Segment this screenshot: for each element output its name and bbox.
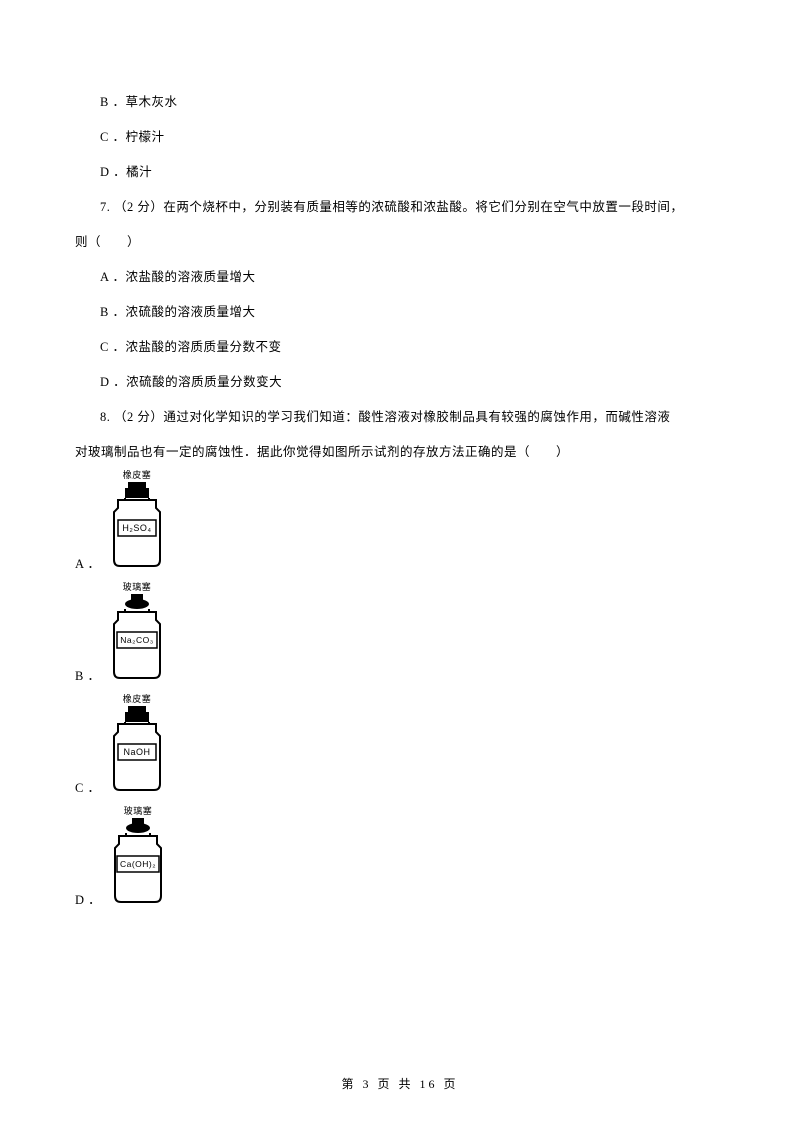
stopper-label-c: 橡皮塞 — [123, 694, 152, 704]
stopper-label-d: 玻璃塞 — [124, 806, 153, 816]
bottle-icon-d: 玻璃塞 Ca(OH)₂ — [107, 806, 169, 906]
q8-option-b-label: B ． — [75, 670, 100, 683]
page-content: B ．草木灰水 C ．柠檬汁 D ．橘汁 7. （2 分）在两个烧杯中，分别装有… — [0, 0, 800, 958]
chem-label-c: NaOH — [124, 747, 151, 757]
bottle-icon-b: 玻璃塞 Na₂CO₃ — [106, 582, 168, 682]
footer-mid: 页 共 — [371, 1077, 419, 1091]
q8-stem-line2: 对玻璃制品也有一定的腐蚀性．据此你觉得如图所示试剂的存放方法正确的是（ ） — [75, 435, 725, 470]
stopper-label-b: 玻璃塞 — [123, 582, 152, 592]
q7-option-c: C ．浓盐酸的溶质质量分数不变 — [75, 330, 725, 365]
q6-option-c: C ．柠檬汁 — [75, 120, 725, 155]
footer-prefix: 第 — [341, 1077, 362, 1091]
chem-label-d: Ca(OH)₂ — [120, 859, 156, 869]
stopper-label-a: 橡皮塞 — [123, 470, 152, 480]
q8-option-a-row: A ． 橡皮塞 H₂SO₄ — [75, 470, 725, 570]
q8-option-c-label: C ． — [75, 782, 100, 795]
q6-option-b: B ．草木灰水 — [75, 85, 725, 120]
q7-stem-line1: 7. （2 分）在两个烧杯中，分别装有质量相等的浓硫酸和浓盐酸。将它们分别在空气… — [75, 190, 725, 225]
q8-option-b-row: B ． 玻璃塞 Na₂CO₃ — [75, 582, 725, 682]
q8-option-c-row: C ． 橡皮塞 NaOH — [75, 694, 725, 794]
q7-stem-line2: 则（ ） — [75, 225, 725, 260]
q8-option-d-row: D ． 玻璃塞 Ca(OH)₂ — [75, 806, 725, 906]
page-footer: 第 3 页 共 16 页 — [0, 1075, 800, 1092]
q8-option-d-label: D ． — [75, 894, 101, 907]
q6-option-d: D ．橘汁 — [75, 155, 725, 190]
footer-total: 16 — [420, 1077, 438, 1091]
q7-option-b: B ．浓硫酸的溶液质量增大 — [75, 295, 725, 330]
q7-option-d: D ．浓硫酸的溶质质量分数变大 — [75, 365, 725, 400]
bottle-icon-c: 橡皮塞 NaOH — [106, 694, 168, 794]
bottle-icon-a: 橡皮塞 H₂SO₄ — [106, 470, 168, 570]
footer-suffix: 页 — [438, 1077, 459, 1091]
q8-stem-line1: 8. （2 分）通过对化学知识的学习我们知道：酸性溶液对橡胶制品具有较强的腐蚀作… — [75, 400, 725, 435]
q8-option-a-label: A ． — [75, 558, 100, 571]
chem-label-b: Na₂CO₃ — [121, 635, 154, 645]
chem-label-a: H₂SO₄ — [123, 523, 152, 533]
q7-option-a: A ．浓盐酸的溶液质量增大 — [75, 260, 725, 295]
